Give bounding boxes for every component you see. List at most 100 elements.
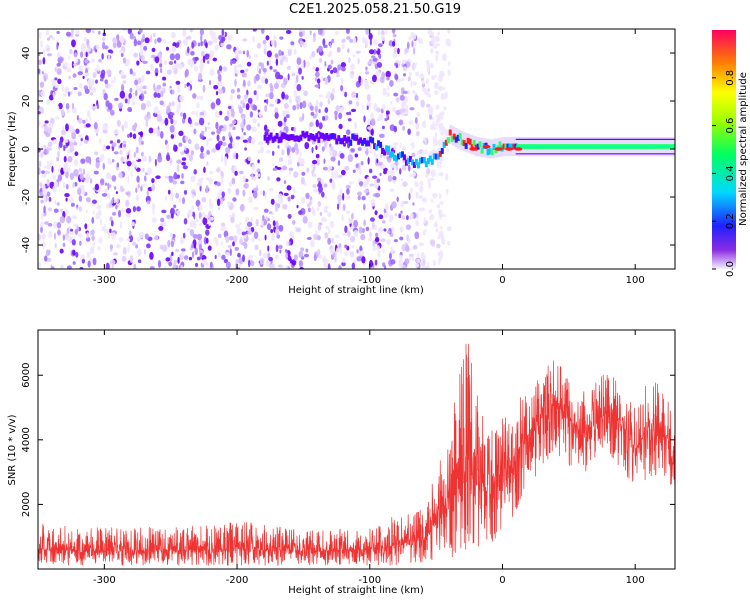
- noise-speckle: [178, 142, 183, 147]
- noise-speckle: [234, 246, 239, 251]
- noise-speckle: [253, 231, 259, 240]
- noise-speckle: [249, 254, 254, 259]
- noise-speckle: [340, 62, 347, 68]
- noise-speckle: [224, 116, 229, 121]
- noise-speckle: [421, 197, 428, 203]
- noise-speckle: [204, 126, 207, 132]
- noise-speckle: [220, 225, 226, 232]
- noise-speckle: [293, 48, 297, 56]
- noise-speckle: [104, 79, 108, 85]
- noise-speckle: [98, 157, 104, 162]
- noise-speckle: [169, 233, 173, 238]
- noise-speckle: [217, 192, 222, 199]
- noise-speckle: [133, 38, 138, 47]
- noise-speckle: [219, 189, 223, 194]
- noise-speckle: [109, 244, 114, 250]
- noise-speckle: [227, 143, 234, 149]
- noise-speckle: [379, 152, 383, 159]
- noise-speckle: [331, 149, 338, 158]
- noise-speckle: [56, 51, 61, 58]
- noise-speckle: [48, 34, 53, 39]
- noise-speckle: [350, 235, 356, 243]
- noise-speckle: [401, 164, 407, 171]
- noise-speckle: [182, 39, 189, 46]
- noise-speckle: [314, 77, 318, 82]
- noise-speckle: [209, 50, 215, 58]
- noise-speckle: [334, 30, 339, 35]
- noise-speckle: [78, 82, 83, 89]
- noise-speckle: [171, 251, 174, 257]
- noise-speckle: [414, 117, 418, 124]
- noise-speckle: [171, 101, 175, 107]
- noise-speckle: [421, 255, 426, 259]
- noise-speckle: [79, 184, 85, 190]
- track-cell: [349, 139, 353, 146]
- snr-y-tick-label: 6000: [21, 362, 32, 387]
- noise-speckle: [181, 172, 184, 180]
- noise-speckle: [191, 243, 194, 249]
- noise-speckle: [227, 34, 233, 42]
- noise-speckle: [145, 119, 148, 128]
- spectrogram-x-tick-label: 0: [499, 275, 505, 286]
- noise-speckle: [205, 177, 210, 181]
- noise-speckle: [163, 59, 168, 65]
- noise-speckle: [292, 104, 297, 111]
- noise-speckle: [286, 185, 292, 191]
- noise-speckle: [152, 207, 155, 215]
- noise-speckle: [111, 142, 117, 147]
- noise-speckle: [217, 69, 220, 75]
- noise-speckle: [418, 195, 424, 200]
- noise-speckle: [121, 124, 125, 132]
- noise-speckle: [432, 120, 435, 129]
- noise-speckle: [424, 89, 428, 96]
- noise-speckle: [67, 91, 71, 97]
- noise-speckle: [127, 97, 131, 105]
- noise-speckle: [106, 69, 112, 75]
- noise-speckle: [57, 229, 61, 236]
- noise-speckle: [143, 248, 147, 255]
- noise-speckle: [296, 57, 302, 66]
- noise-speckle: [169, 53, 176, 61]
- noise-speckle: [206, 150, 211, 155]
- noise-speckle: [97, 209, 102, 217]
- noise-speckle: [272, 220, 276, 227]
- noise-speckle: [220, 241, 223, 246]
- noise-speckle: [52, 91, 55, 99]
- noise-speckle: [38, 119, 41, 127]
- track-cell: [303, 132, 307, 139]
- noise-speckle: [189, 79, 193, 84]
- noise-speckle: [215, 91, 219, 96]
- noise-speckle: [339, 188, 343, 196]
- noise-speckle: [39, 81, 45, 89]
- noise-speckle: [374, 182, 379, 189]
- noise-speckle: [397, 47, 400, 55]
- noise-speckle: [374, 259, 378, 266]
- noise-speckle: [340, 66, 346, 72]
- noise-speckle: [239, 222, 242, 226]
- noise-speckle: [342, 257, 346, 264]
- noise-speckle: [334, 255, 337, 263]
- noise-speckle: [394, 74, 399, 81]
- noise-speckle: [295, 95, 301, 103]
- colorbar-tick-label: 0.2: [725, 213, 736, 229]
- noise-speckle: [428, 62, 434, 69]
- spectrogram-x-ticks: -300 -200 -100 0 100: [93, 29, 645, 286]
- noise-speckle: [154, 38, 157, 45]
- noise-speckle: [117, 102, 123, 109]
- noise-speckle: [427, 178, 431, 184]
- noise-speckle: [41, 183, 46, 192]
- noise-speckle: [425, 265, 430, 269]
- noise-speckle: [438, 193, 442, 200]
- noise-speckle: [208, 210, 212, 217]
- noise-speckle: [267, 245, 270, 252]
- noise-speckle: [371, 55, 376, 59]
- noise-speckle: [203, 166, 206, 174]
- noise-speckle: [416, 212, 419, 220]
- track-cell: [502, 143, 506, 150]
- colorbar: 0.00.20.40.60.8 Normalized spectral ampl…: [712, 30, 749, 277]
- noise-speckle: [221, 172, 224, 178]
- noise-speckle: [74, 228, 78, 235]
- noise-speckle: [102, 122, 109, 131]
- noise-speckle: [339, 247, 342, 253]
